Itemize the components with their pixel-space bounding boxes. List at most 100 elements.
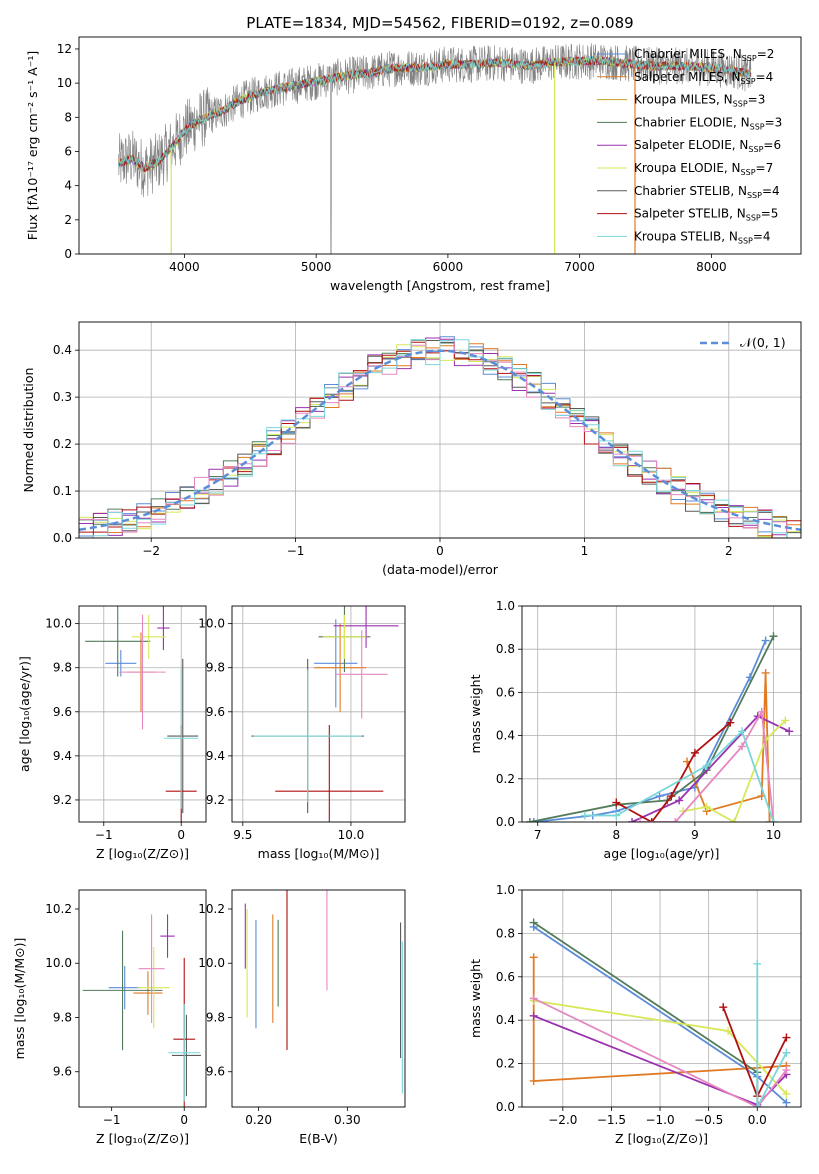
y-tick-label: 9.2	[206, 793, 225, 807]
weight-marker	[761, 668, 770, 677]
y-tick-label: 0.0	[53, 531, 72, 545]
weight-marker	[702, 802, 711, 811]
y-tick-label: 0.6	[496, 685, 515, 699]
weight-line	[756, 963, 788, 1107]
weight-line	[584, 729, 775, 822]
weight-marker	[781, 716, 790, 725]
y-tick-label: 8	[64, 110, 72, 124]
y-tick-label: 0.8	[496, 926, 515, 940]
error-point	[137, 946, 170, 1029]
plot-area	[244, 890, 403, 1094]
y-tick-label: 10.0	[198, 956, 225, 970]
y-tick-label: 0.4	[53, 343, 72, 357]
weight-marker	[753, 959, 762, 968]
y-tick-label: 9.4	[53, 749, 72, 763]
y-tick-label: 0.4	[496, 729, 515, 743]
y-axis-label: Normed distribution	[21, 368, 36, 493]
y-tick-label: 6	[64, 144, 72, 158]
y-tick-label: 9.2	[53, 793, 72, 807]
y-tick-label: 12	[57, 42, 72, 56]
weight-marker	[529, 994, 538, 1003]
y-tick-label: 4	[64, 179, 72, 193]
spectrum-legend: Chabrier MILES, NSSP=2 Salpeter MILES, NS…	[597, 47, 782, 245]
error-point	[131, 614, 166, 659]
error-point	[275, 725, 384, 822]
plot-area	[525, 632, 794, 822]
y-tick-label: 0.0	[496, 815, 515, 829]
y-tick-label: 0.8	[496, 642, 515, 656]
y-tick-label: 1.0	[496, 599, 515, 613]
weight-marker	[667, 792, 676, 801]
x-tick-label: 8	[612, 828, 620, 842]
x-tick-label: −0.5	[694, 1113, 723, 1127]
plot-age_vs_mass: 9.5 10.0 9.2 9.4 9.6 9.8 10.0 mass [log₁₀(M/M⊙)…	[198, 605, 406, 861]
weight-marker	[724, 1027, 733, 1036]
x-tick-label: 0.20	[245, 1113, 272, 1127]
error-point	[333, 606, 399, 648]
y-tick-label: 9.6	[53, 705, 72, 719]
axes-frame	[78, 889, 207, 1108]
weight-marker	[612, 811, 621, 820]
weight-marker	[529, 953, 538, 962]
weight-marker	[529, 818, 538, 822]
axes-frame	[78, 605, 207, 823]
x-tick-label: −1.0	[645, 1113, 674, 1127]
y-tick-label: 10.0	[45, 617, 72, 631]
weight-marker	[655, 792, 664, 801]
x-tick-label: 9	[691, 828, 699, 842]
y-tick-label: 10	[57, 76, 72, 90]
weight-marker	[757, 707, 766, 716]
weight-marker	[769, 818, 778, 822]
y-tick-label: 9.6	[206, 705, 225, 719]
plot-residuals: −2 −1 0 1 2 0.0 0.1 0.2 0.3 0.4 (data-model)/error…	[21, 321, 802, 577]
chart-title: PLATE=1834, MJD=54562, FIBERID=0192, z=0…	[246, 14, 633, 32]
error-point	[157, 606, 170, 651]
axes-frame	[521, 605, 802, 823]
weight-marker	[761, 636, 770, 645]
y-tick-label: 0.4	[496, 1013, 515, 1027]
x-tick-label: −1	[95, 828, 113, 842]
y-tick-label: 0.2	[496, 1057, 515, 1071]
x-tick-label: 10.0	[338, 828, 365, 842]
y-tick-label: 10.2	[198, 902, 225, 916]
plot-age_vs_Z: −1 0 9.2 9.4 9.6 9.8 10.0 Z [log₁₀(Z/Z⊙)] age [l…	[17, 605, 207, 861]
weight-marker	[529, 1011, 538, 1020]
x-tick-label: −2.0	[548, 1113, 577, 1127]
x-tick-label: 0.0	[748, 1113, 767, 1127]
x-tick-label: 10	[766, 828, 781, 842]
weight-marker	[782, 1089, 791, 1098]
histogram-line	[79, 337, 801, 538]
y-axis-label: mass weight	[468, 959, 483, 1038]
legend-entry: Kroupa MILES, NSSP=3	[634, 93, 765, 109]
error-point	[314, 619, 358, 708]
weight-marker	[635, 818, 644, 822]
weight-marker	[525, 818, 534, 822]
x-axis-label: Z [log₁₀(Z/Z⊙)]	[615, 1131, 708, 1146]
weight-marker	[580, 811, 589, 820]
plot-area	[85, 606, 199, 822]
y-tick-label: 0	[64, 247, 72, 261]
x-axis-label: Z [log₁₀(Z/Z⊙)]	[96, 1131, 189, 1146]
legend-entry: Chabrier STELIB, NSSP=4	[634, 184, 780, 200]
weight-marker	[647, 818, 656, 822]
y-tick-label: 1.0	[496, 883, 515, 897]
histogram-line	[79, 339, 801, 538]
error-point	[119, 614, 166, 730]
legend-entry: Salpeter ELODIE, NSSP=6	[634, 138, 781, 154]
error-point	[85, 606, 151, 677]
error-point	[108, 965, 141, 1010]
x-tick-label: 4000	[169, 260, 200, 274]
x-tick-label: 0.30	[334, 1113, 361, 1127]
error-point	[164, 667, 199, 809]
error-point	[314, 623, 367, 712]
gaussian-curve	[79, 349, 801, 532]
weight-marker	[671, 818, 680, 822]
weight-marker	[765, 818, 774, 822]
x-tick-label: 8000	[696, 260, 727, 274]
x-tick-label: 1	[581, 544, 589, 558]
x-tick-label: 5000	[301, 260, 332, 274]
plot-area	[118, 43, 752, 254]
x-tick-label: 7	[534, 828, 542, 842]
x-tick-label: −1.5	[597, 1113, 626, 1127]
y-tick-label: 0.1	[53, 484, 72, 498]
